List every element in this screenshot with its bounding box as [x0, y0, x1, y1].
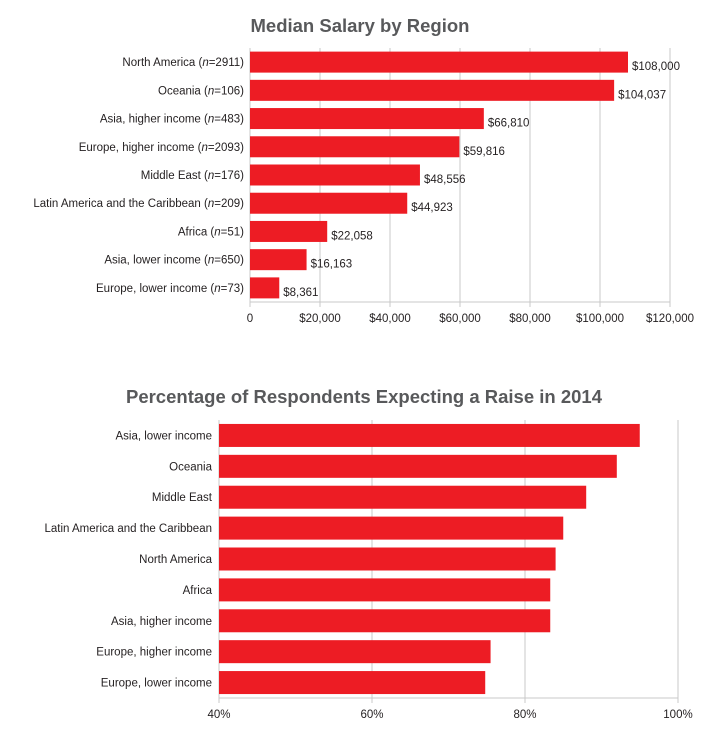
x-tick-label: 60%: [360, 709, 383, 721]
category-label: North America: [139, 554, 212, 566]
x-tick-label: 80%: [513, 709, 536, 721]
bar: [250, 79, 615, 101]
category-label: Africa: [183, 585, 213, 597]
bar: [219, 547, 556, 571]
data-label: $16,163: [311, 259, 353, 271]
data-label: $22,058: [331, 230, 373, 242]
x-tick-label: $100,000: [576, 313, 624, 325]
data-label: $8,361: [283, 287, 318, 299]
bar: [250, 249, 307, 271]
category-label: Europe, lower income: [101, 678, 212, 690]
bar: [250, 136, 460, 158]
x-tick-label: 100%: [663, 709, 692, 721]
bar: [219, 578, 551, 602]
category-label: Asia, lower income (n=650): [104, 255, 244, 267]
bar: [250, 192, 408, 214]
bar: [250, 220, 328, 242]
category-label: Africa (n=51): [178, 226, 244, 238]
bar: [250, 277, 280, 299]
data-label: $44,923: [411, 202, 453, 214]
category-label: Latin America and the Caribbean: [45, 523, 213, 535]
category-label: Asia, higher income: [111, 616, 212, 628]
category-label: Europe, higher income (n=2093): [79, 142, 244, 154]
x-tick-label: $60,000: [439, 313, 481, 325]
bar: [219, 609, 551, 633]
bar: [219, 454, 617, 478]
category-label: North America (n=2911): [122, 57, 244, 69]
category-label: Latin America and the Caribbean (n=209): [33, 198, 244, 210]
data-label: $104,037: [618, 89, 666, 101]
category-label: Oceania: [169, 461, 212, 473]
bar: [219, 516, 564, 540]
bar: [250, 164, 420, 186]
category-label: Middle East: [152, 492, 213, 504]
x-tick-label: $120,000: [646, 313, 694, 325]
data-label: $66,810: [488, 118, 530, 130]
data-label: $108,000: [632, 61, 680, 73]
bar: [250, 108, 484, 130]
bar: [219, 640, 491, 664]
category-label: Oceania (n=106): [158, 85, 244, 97]
bar: [219, 423, 640, 447]
x-tick-label: $80,000: [509, 313, 551, 325]
bar: [219, 671, 486, 695]
category-label: Middle East (n=176): [141, 170, 244, 182]
x-tick-label: $20,000: [299, 313, 341, 325]
category-label: Asia, higher income (n=483): [100, 114, 244, 126]
data-label: $59,816: [463, 146, 505, 158]
category-label: Asia, lower income: [115, 430, 212, 442]
category-label: Europe, higher income: [96, 647, 212, 659]
median-salary-chart: 0 $20,000 $40,000 $60,000 $80,000 $100,000 $12…: [33, 48, 694, 325]
bar: [219, 485, 587, 509]
data-label: $48,556: [424, 174, 466, 186]
x-tick-label: 40%: [207, 709, 230, 721]
bar: [250, 51, 628, 73]
chart-title-raise-expectation: Percentage of Respondents Expecting a Ra…: [125, 386, 603, 407]
x-tick-label: 0: [247, 313, 253, 325]
chart-title-median-salary: Median Salary by Region: [250, 15, 470, 36]
x-tick-label: $40,000: [369, 313, 411, 325]
category-label: Europe, lower income (n=73): [96, 283, 244, 295]
